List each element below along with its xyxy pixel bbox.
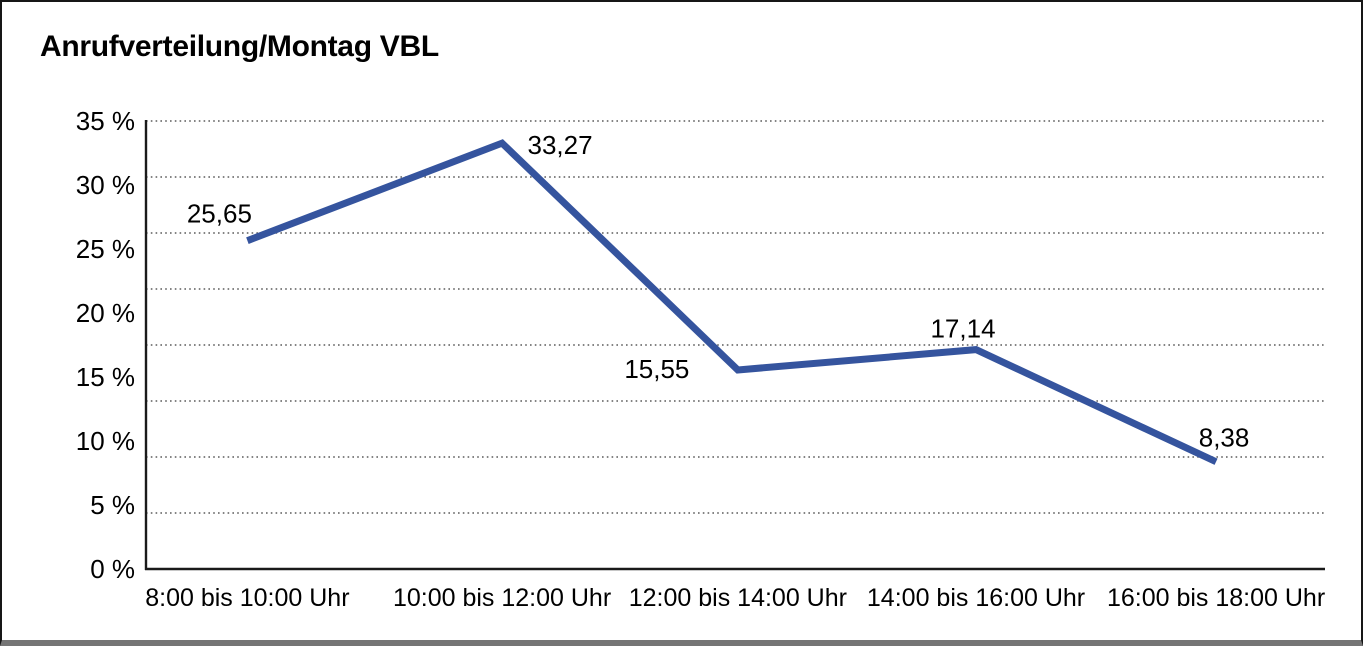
x-axis-label: 14:00 bis 16:00 Uhr bbox=[867, 584, 1085, 612]
y-tick-label: 0 % bbox=[90, 554, 135, 584]
data-value-label: 17,14 bbox=[930, 314, 995, 344]
y-tick-label: 10 % bbox=[76, 426, 135, 456]
x-axis-label: 10:00 bis 12:00 Uhr bbox=[393, 584, 611, 612]
y-tick-label: 35 % bbox=[76, 106, 135, 136]
x-axis-label: 8:00 bis 10:00 Uhr bbox=[145, 584, 349, 612]
y-tick-label: 15 % bbox=[76, 362, 135, 392]
data-value-label: 8,38 bbox=[1199, 423, 1250, 453]
data-value-label: 33,27 bbox=[528, 130, 593, 160]
data-line bbox=[246, 139, 1218, 465]
y-tick-label: 25 % bbox=[76, 234, 135, 264]
y-tick-label: 20 % bbox=[76, 298, 135, 328]
data-value-label: 15,55 bbox=[624, 354, 689, 384]
x-axis-label: 12:00 bis 14:00 Uhr bbox=[629, 584, 847, 612]
data-value-label: 25,65 bbox=[187, 199, 252, 229]
y-tick-label: 5 % bbox=[90, 490, 135, 520]
chart-title: Anrufverteilung/Montag VBL bbox=[40, 30, 439, 63]
x-axis-label: 16:00 bis 18:00 Uhr bbox=[1107, 584, 1325, 612]
y-tick-label: 30 % bbox=[76, 170, 135, 200]
